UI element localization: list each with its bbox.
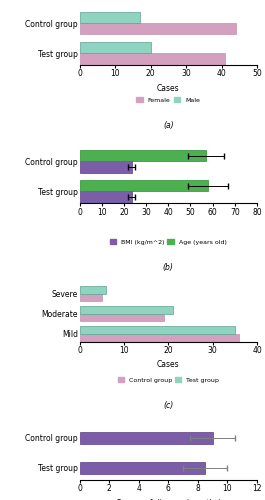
Legend: Control group, Test group: Control group, Test group bbox=[115, 375, 221, 386]
Bar bbox=[80, 180, 208, 192]
X-axis label: Cases: Cases bbox=[157, 360, 180, 370]
Bar bbox=[80, 23, 236, 34]
Bar bbox=[80, 12, 140, 23]
Bar bbox=[80, 162, 132, 173]
Bar bbox=[80, 462, 205, 473]
Bar bbox=[80, 192, 132, 203]
Bar bbox=[80, 306, 173, 314]
Bar bbox=[80, 294, 102, 301]
Bar bbox=[80, 334, 239, 342]
Bar bbox=[80, 432, 213, 444]
Bar bbox=[80, 286, 106, 294]
Legend: BMI (kg/m^2), Age (years old): BMI (kg/m^2), Age (years old) bbox=[108, 236, 229, 247]
X-axis label: Course of disease (months): Course of disease (months) bbox=[116, 498, 221, 500]
Legend: Female, Male: Female, Male bbox=[134, 94, 203, 106]
Text: (b): (b) bbox=[163, 262, 174, 272]
Bar bbox=[80, 42, 151, 53]
Bar bbox=[80, 314, 164, 322]
Text: (a): (a) bbox=[163, 122, 174, 130]
Bar bbox=[80, 150, 206, 162]
Text: (c): (c) bbox=[163, 401, 173, 410]
Bar bbox=[80, 53, 225, 64]
X-axis label: Cases: Cases bbox=[157, 84, 180, 93]
Bar bbox=[80, 326, 235, 334]
